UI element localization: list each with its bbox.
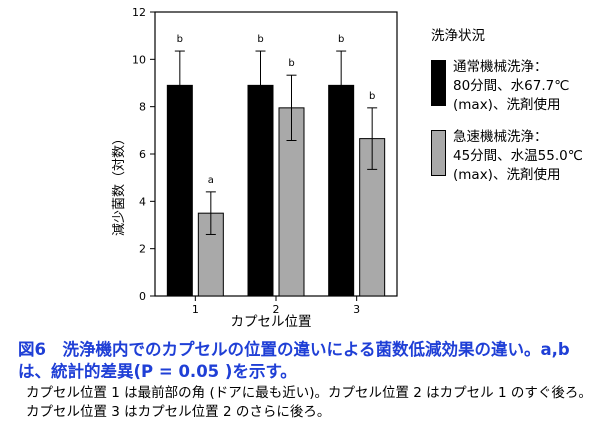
y-tick-label: 12 bbox=[132, 6, 146, 19]
x-tick-label: 3 bbox=[353, 303, 360, 316]
bar-series-group: b a b b b b bbox=[166, 34, 386, 297]
y-axis-label: 減少菌数（対数） bbox=[111, 132, 127, 236]
significance-letter: a bbox=[208, 175, 214, 186]
legend-line: 通常機械洗浄： bbox=[453, 59, 548, 75]
y-tick-label: 8 bbox=[139, 101, 146, 114]
legend-line: 45分間、水温55.0℃ bbox=[453, 148, 583, 164]
legend-entry-normal-wash: 通常機械洗浄： 80分間、水67.7℃ (max)、洗剤使用 bbox=[431, 58, 596, 118]
bar-normal-1 bbox=[166, 84, 193, 297]
legend-swatch-normal bbox=[431, 60, 446, 106]
x-tick-label: 1 bbox=[192, 303, 199, 316]
significance-letter: b bbox=[338, 34, 344, 45]
y-tick-label: 2 bbox=[139, 243, 146, 256]
x-axis: 1 2 3 bbox=[192, 296, 360, 316]
y-tick-label: 6 bbox=[139, 148, 146, 161]
x-tick-label: 2 bbox=[273, 303, 280, 316]
y-tick-label: 10 bbox=[132, 53, 146, 66]
bar-rapid-2 bbox=[278, 107, 305, 297]
significance-letter: b bbox=[369, 91, 375, 102]
significance-letter: b bbox=[288, 58, 294, 69]
legend-line: 急速機械洗浄： bbox=[453, 129, 548, 145]
x-axis-label: カプセル位置 bbox=[231, 314, 312, 330]
figure-caption-body: カプセル位置 1 は最前部の角 (ドアに最も近い)。カプセル位置 2 はカプセル… bbox=[26, 385, 592, 420]
y-axis: 0 2 4 6 8 10 12 bbox=[132, 6, 155, 303]
legend-line: (max)、洗剤使用 bbox=[453, 97, 561, 113]
legend-title: 洗浄状況 bbox=[431, 28, 485, 44]
bar-normal-3 bbox=[328, 84, 355, 297]
legend-line: 80分間、水67.7℃ bbox=[453, 78, 570, 94]
significance-letter: b bbox=[177, 34, 183, 45]
figure-caption-title: 図6 洗浄機内でのカプセルの位置の違いによる菌数低減効果の違い。a,bは、統計的… bbox=[18, 340, 570, 381]
legend-swatch-rapid bbox=[431, 130, 446, 176]
y-tick-label: 4 bbox=[139, 195, 146, 208]
legend-line: (max)、洗剤使用 bbox=[453, 167, 561, 183]
legend-entry-rapid-wash: 急速機械洗浄： 45分間、水温55.0℃ (max)、洗剤使用 bbox=[431, 128, 596, 188]
y-tick-label: 0 bbox=[139, 290, 146, 303]
significance-letter: b bbox=[257, 34, 263, 45]
